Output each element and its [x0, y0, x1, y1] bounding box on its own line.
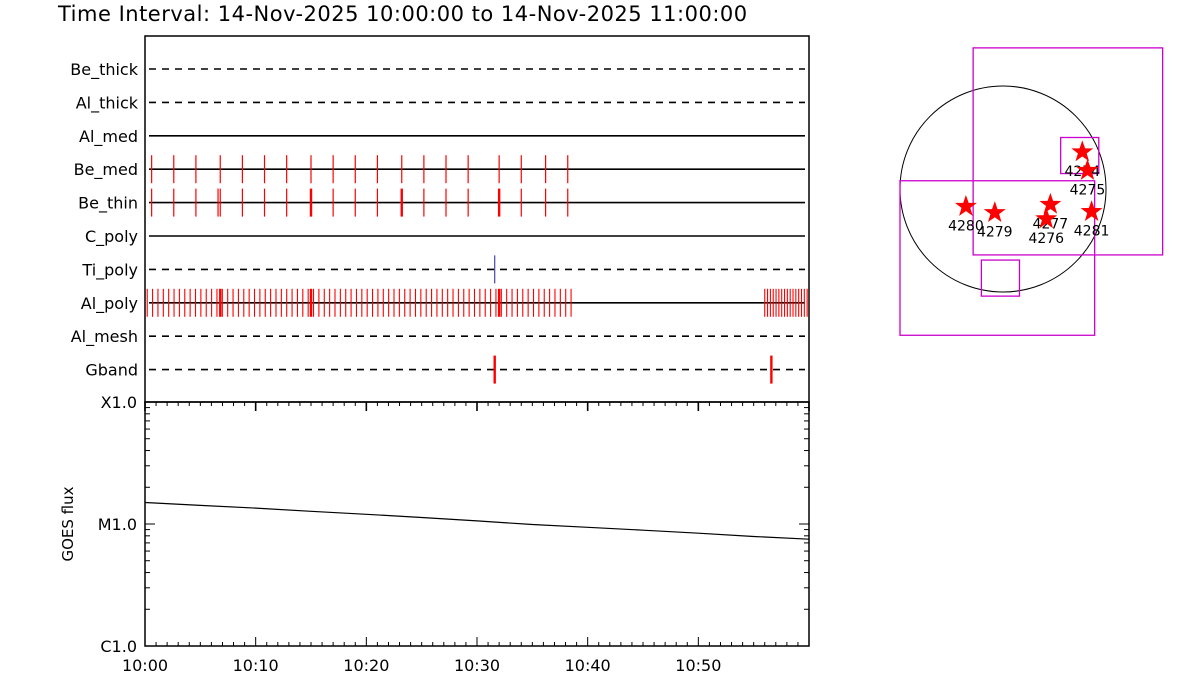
goes-flux-panel: X1.0 M1.0 C1.0 GOES flux 10:00 10:10 10:20 10:3… — [59, 393, 810, 675]
x-tick-label-2: 10:20 — [343, 656, 389, 675]
y-tick-label-0: X1.0 — [101, 393, 137, 412]
region-star-4279 — [983, 201, 1006, 223]
filter-timeline-panel: Be_thick Al_thick Al_med Be_med Be_thin C_pol… — [70, 35, 810, 403]
row-label-al_mesh: Al_mesh — [71, 327, 138, 347]
x-tick-label-1: 10:10 — [233, 656, 279, 675]
solar-pointing-map: 4274427542774276428142804279 — [899, 47, 1164, 336]
region-star-4275 — [1076, 158, 1099, 180]
goes-frame — [144, 401, 810, 647]
row-label-gband: Gband — [85, 361, 138, 380]
x-tick-label-5: 10:50 — [675, 656, 721, 675]
x-tick-label-4: 10:40 — [565, 656, 611, 675]
region-label-4279: 4279 — [977, 225, 1013, 241]
region-star-4281 — [1080, 200, 1103, 222]
region-label-4276: 4276 — [1028, 231, 1064, 247]
region-star-4277 — [1039, 192, 1062, 214]
region-label-4280: 4280 — [948, 219, 984, 235]
fov-box-1 — [899, 180, 1096, 336]
y-tick-label-1: M1.0 — [98, 515, 137, 534]
region-star-4274 — [1071, 140, 1094, 162]
region-star-4280 — [954, 194, 977, 216]
x-tick-label-0: 10:00 — [122, 656, 168, 675]
chart-title: Time Interval: 14-Nov-2025 10:00:00 to 1… — [58, 2, 748, 26]
region-star-4276 — [1035, 207, 1058, 229]
row-label-c_poly: C_poly — [85, 227, 138, 247]
row-label-be_thin: Be_thin — [78, 194, 138, 214]
y-tick-label-2: C1.0 — [100, 637, 137, 656]
row-label-be_med: Be_med — [74, 160, 138, 180]
region-label-4281: 4281 — [1074, 224, 1110, 240]
goes-flux-line — [144, 501, 810, 540]
row-label-al_med: Al_med — [79, 127, 138, 147]
fov-box-2 — [1060, 136, 1100, 175]
row-label-al_poly: Al_poly — [81, 294, 138, 314]
timeline-frame — [144, 35, 810, 403]
x-tick-label-3: 10:30 — [454, 656, 500, 675]
row-label-ti_poly: Ti_poly — [81, 260, 138, 280]
fov-box-3 — [980, 259, 1021, 297]
region-label-4275: 4275 — [1070, 182, 1106, 198]
row-label-al_thick: Al_thick — [76, 93, 139, 113]
row-label-be_thick: Be_thick — [70, 60, 138, 80]
fov-box-0 — [972, 47, 1164, 256]
y-axis-label: GOES flux — [59, 486, 77, 561]
